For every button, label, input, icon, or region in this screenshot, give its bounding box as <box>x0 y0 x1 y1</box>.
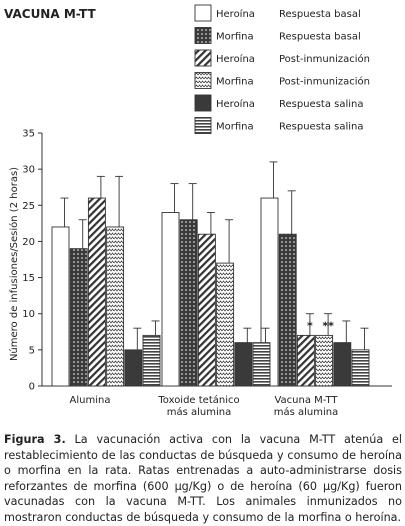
bar <box>234 342 253 387</box>
legend-swatch <box>194 49 212 67</box>
legend-drug: Morfina <box>216 77 254 88</box>
category-label: Alumina <box>70 395 111 406</box>
legend-condition: Respuesta salina <box>279 122 364 133</box>
bar <box>87 197 106 387</box>
y-tick-label: 0 <box>29 382 35 393</box>
y-axis-label: Número de infusiones/Sesión (2 horas) <box>8 167 20 361</box>
bar <box>197 233 216 387</box>
legend-drug: Morfina <box>216 122 254 133</box>
bar <box>161 212 180 387</box>
bars: * ** <box>51 161 370 387</box>
legend-drug: Morfina <box>216 32 254 43</box>
caption-label: Figura 3. <box>4 433 66 446</box>
legend-condition: Respuesta basal <box>279 32 361 43</box>
y-tick-label: 15 <box>22 273 35 284</box>
caption-text: La vacunación activa con la vacuna M-TT … <box>4 433 403 524</box>
bar-chart: VACUNA M-TT Heroína Respuesta basal Morfin… <box>4 4 392 418</box>
chart-title: VACUNA M-TT <box>4 7 96 21</box>
bar <box>296 334 315 387</box>
legend-swatch <box>194 117 212 134</box>
y-tick-label: 30 <box>22 165 35 176</box>
legend-condition: Respuesta basal <box>279 9 361 20</box>
bar <box>252 342 271 387</box>
y-tick-label: 25 <box>22 201 35 212</box>
legend-drug: Heroína <box>216 53 255 65</box>
legend-condition: Post-inmunización <box>279 76 370 88</box>
legend-drug: Heroína <box>216 98 255 110</box>
legend-condition: Post-inmunización <box>279 53 370 65</box>
bar <box>333 342 352 387</box>
category-label: más alumina <box>167 406 232 418</box>
legend: Heroína Respuesta basal Morfina Respuesta b… <box>194 4 370 134</box>
legend-swatch <box>194 72 212 89</box>
bar <box>278 233 297 387</box>
y-tick-label: 5 <box>29 345 35 356</box>
legend-swatch <box>194 27 212 44</box>
significance-marker: * <box>307 320 313 333</box>
significance-marker: ** <box>322 320 334 333</box>
category-label: más alumina <box>274 406 339 418</box>
legend-condition: Respuesta salina <box>279 99 364 110</box>
bar <box>69 248 88 387</box>
bar <box>351 349 370 387</box>
bar <box>124 349 143 387</box>
category-label: Vacuna M-TT <box>274 395 338 406</box>
bar <box>315 334 334 387</box>
y-tick-label: 35 <box>22 129 35 140</box>
y-tick-label: 10 <box>22 309 35 320</box>
figure-caption: Figura 3. La vacunación activa con la va… <box>4 432 402 526</box>
bar <box>179 219 198 387</box>
bar <box>106 226 125 387</box>
bar <box>51 226 70 387</box>
category-label: Toxoide tetánico <box>157 394 239 406</box>
legend-drug: Heroína <box>216 8 255 20</box>
bar <box>142 334 161 387</box>
legend-swatch <box>194 94 212 112</box>
y-tick-label: 20 <box>22 237 35 248</box>
legend-swatch <box>194 4 212 22</box>
bar <box>216 262 235 387</box>
